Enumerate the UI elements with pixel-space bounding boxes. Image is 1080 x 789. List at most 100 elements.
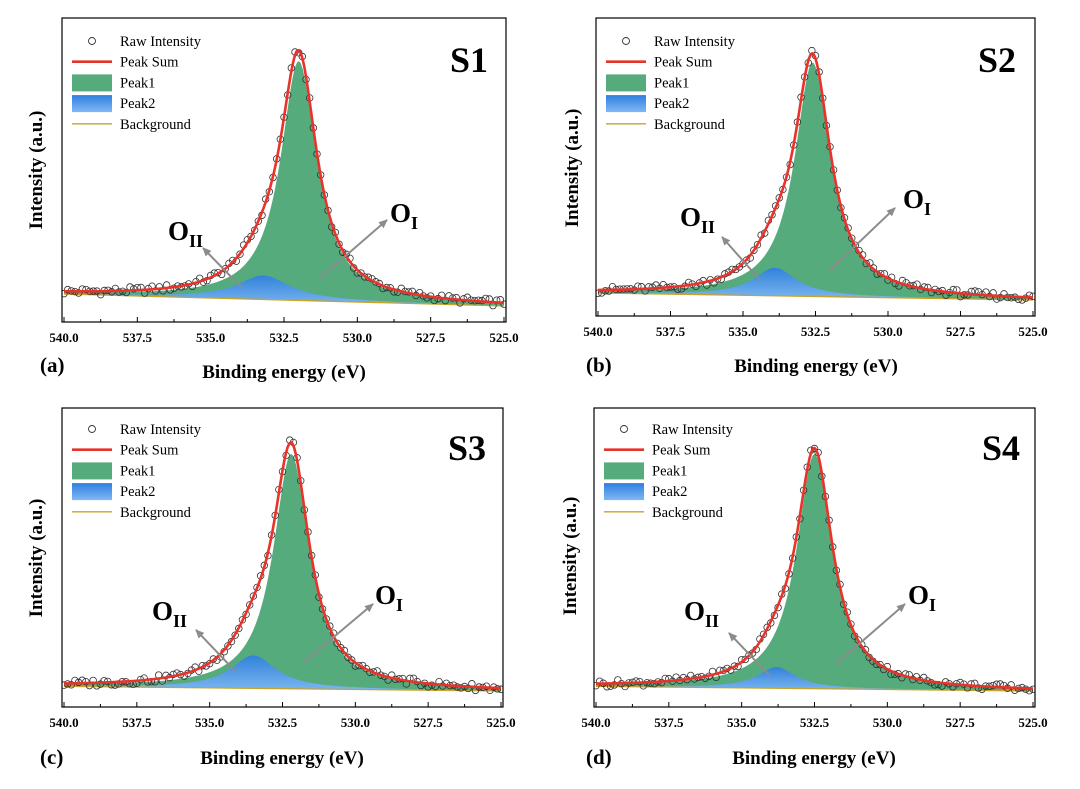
x-tick-label: 532.5 (800, 715, 830, 730)
panel-label: (c) (40, 745, 63, 769)
label-main: O (168, 216, 189, 246)
label-main: O (390, 198, 411, 228)
x-tick-label: 537.5 (123, 330, 153, 345)
peak1-area (64, 61, 504, 306)
label-o1: OI (375, 580, 403, 615)
x-tick-label: 537.5 (656, 324, 686, 339)
raw-point (650, 680, 658, 688)
label-main: O (908, 580, 929, 610)
legend-label: Peak Sum (652, 443, 711, 459)
panel-s3: 540.0 537.5 535.0 532.5 530.0 527.5 525.0 Bindi… (26, 407, 516, 769)
peak-sum-line (63, 440, 502, 690)
x-tick-label: 525.0 (486, 715, 515, 730)
raw-point (974, 684, 983, 692)
x-tick-label: 525.0 (1018, 324, 1047, 339)
label-main: O (903, 184, 924, 214)
raw-point (753, 240, 762, 249)
legend-label: Peak2 (120, 484, 155, 500)
legend-label: Peak2 (120, 96, 155, 112)
raw-point (62, 681, 68, 689)
peak-sum-line (595, 446, 1034, 690)
panel-label: (d) (586, 745, 612, 769)
y-axis-label: Intensity (a.u.) (562, 109, 583, 228)
peak2-area (64, 275, 504, 306)
label-o2: OII (168, 216, 203, 251)
raw-point (810, 444, 819, 453)
raw-point (610, 681, 618, 689)
x-axis-label: Binding energy (eV) (734, 356, 898, 377)
x-tick-label: 540.0 (581, 715, 610, 730)
legend-label: Peak Sum (120, 443, 179, 459)
label-subscript: I (924, 199, 931, 219)
arrow-o2 (728, 632, 771, 677)
label-main: O (680, 202, 701, 232)
label-subscript: I (929, 595, 936, 615)
x-axis-label: Binding energy (eV) (732, 748, 896, 769)
label-o2: OII (684, 596, 719, 631)
peak1-area (596, 453, 1033, 691)
arrow-o2 (721, 236, 761, 281)
sample-label: S3 (448, 428, 486, 468)
raw-point (442, 679, 451, 688)
legend-label: Peak1 (120, 75, 155, 91)
background-line (63, 293, 505, 307)
raw-point (457, 684, 465, 692)
peak2-area (598, 267, 1033, 300)
raw-point (745, 651, 753, 659)
x-tick-label: 535.0 (727, 715, 756, 730)
legend-label: Peak2 (654, 96, 689, 112)
raw-point (67, 681, 75, 689)
x-tick-label: 540.0 (49, 330, 78, 345)
peak1-area (598, 62, 1033, 300)
label-main: O (375, 580, 396, 610)
sample-label: S4 (982, 428, 1020, 468)
arrow-o1 (835, 603, 906, 665)
legend-label: Background (652, 505, 724, 521)
sample-label: S2 (978, 40, 1016, 80)
sample-label: S1 (450, 40, 488, 80)
x-tick-label: 527.5 (946, 324, 976, 339)
legend-swatch-peak2 (606, 95, 646, 113)
raw-point (100, 677, 108, 685)
raw-point (497, 685, 503, 693)
panel-s4: 540.0 537.5 535.0 532.5 530.0 527.5 525.0 Bindi… (560, 407, 1048, 769)
x-tick-label: 540.0 (583, 324, 612, 339)
legend-label: Raw Intensity (120, 422, 202, 438)
arrow-o2 (202, 247, 243, 289)
legend-swatch-raw (622, 37, 630, 45)
x-tick-label: 532.5 (269, 330, 299, 345)
peak-sum-line (597, 51, 1034, 299)
x-tick-label: 525.0 (1018, 715, 1047, 730)
legend-label: Peak1 (652, 463, 687, 479)
legend-swatch-raw (620, 425, 628, 433)
x-tick-label: 532.5 (801, 324, 831, 339)
peak2-area (596, 667, 1033, 691)
label-main: O (152, 596, 173, 626)
x-tick-label: 540.0 (49, 715, 78, 730)
legend-swatch-peak2 (72, 483, 112, 501)
panel-label: (a) (40, 353, 65, 377)
legend: Raw Intensity Peak Sum Peak1 Peak2 Backgroun… (606, 34, 736, 133)
x-tick-label: 535.0 (195, 715, 224, 730)
legend-label: Raw Intensity (654, 34, 736, 50)
x-tick-label: 527.5 (416, 330, 446, 345)
legend-label: Peak1 (654, 75, 689, 91)
legend: Raw Intensity Peak Sum Peak1 Peak2 Backgroun… (72, 422, 202, 521)
raw-point (355, 661, 363, 670)
legend-swatch-raw (88, 425, 96, 433)
x-tick-label: 537.5 (122, 715, 152, 730)
label-subscript: II (173, 611, 187, 631)
y-axis-label: Intensity (a.u.) (26, 499, 47, 618)
x-tick-label: 535.0 (196, 330, 225, 345)
label-main: O (684, 596, 705, 626)
x-tick-label: 535.0 (728, 324, 757, 339)
plot-area (62, 436, 503, 695)
raw-point (967, 680, 975, 688)
peak1-area (64, 453, 501, 691)
arrow-o1 (303, 603, 374, 663)
x-axis-label: Binding energy (eV) (200, 748, 364, 769)
x-tick-label: 530.0 (341, 715, 370, 730)
arrow-o1 (319, 219, 388, 279)
legend-swatch-peak1 (72, 74, 112, 92)
x-tick-label: 527.5 (414, 715, 444, 730)
